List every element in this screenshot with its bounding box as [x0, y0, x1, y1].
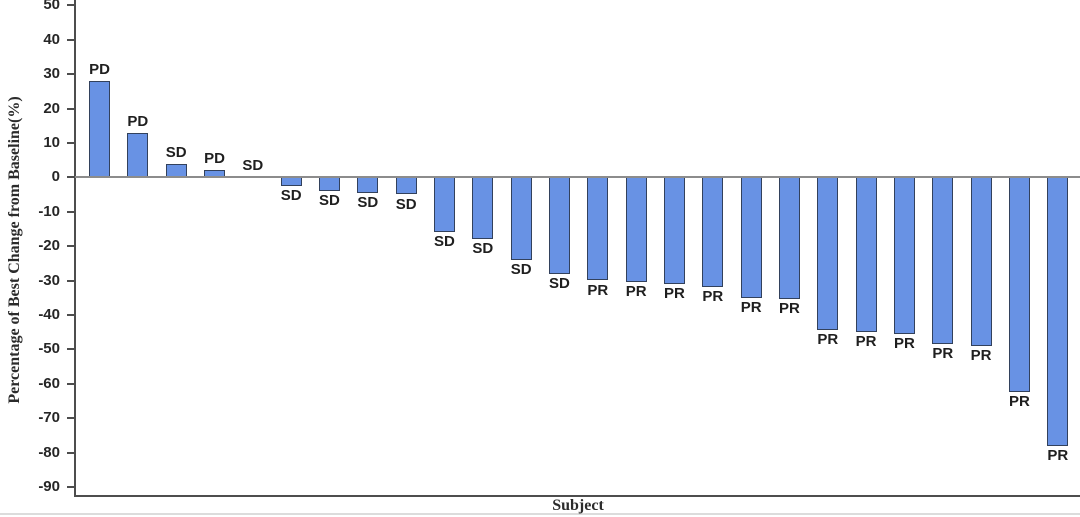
bar — [89, 80, 110, 179]
bar — [702, 176, 724, 288]
bar — [127, 132, 149, 179]
y-tick-label: 20 — [43, 99, 60, 117]
x-axis-line — [74, 495, 1080, 497]
y-tick-mark — [67, 485, 74, 488]
bar-label: PR — [702, 288, 724, 306]
y-tick-mark — [67, 451, 74, 454]
bar-label: PR — [894, 334, 915, 352]
bar-label: SD — [472, 240, 494, 258]
bar — [663, 176, 685, 284]
bar-label: SD — [242, 157, 264, 175]
y-tick-label: -80 — [38, 443, 60, 461]
y-tick-mark — [67, 417, 74, 420]
y-axis-line — [74, 0, 76, 497]
bar-label: PD — [204, 150, 225, 168]
y-tick-mark — [67, 245, 74, 248]
y-tick-label: -20 — [38, 237, 60, 255]
bar-label: PR — [740, 298, 762, 316]
bar-label: PR — [817, 331, 839, 349]
zero-line — [75, 176, 1080, 179]
y-tick-mark — [67, 210, 74, 213]
bar-label: PR — [625, 283, 647, 301]
x-axis-title: Subject — [552, 497, 604, 514]
y-tick-label: -40 — [38, 305, 60, 323]
bar — [817, 176, 839, 331]
bar — [548, 176, 570, 274]
bar-label: PR — [1008, 393, 1030, 411]
bar-label: SD — [319, 192, 340, 210]
bar — [625, 176, 647, 283]
bar-label: PR — [970, 346, 992, 364]
bar — [395, 176, 417, 195]
bar-label: SD — [395, 195, 417, 213]
y-tick-label: -10 — [38, 202, 60, 220]
bar-label: PD — [127, 112, 149, 130]
bar — [932, 176, 954, 345]
y-tick-mark — [67, 141, 74, 144]
bar — [778, 176, 800, 300]
y-tick-mark — [67, 279, 74, 282]
bar-label: PR — [587, 281, 609, 299]
bar — [433, 176, 455, 233]
y-tick-mark — [67, 4, 74, 7]
bar — [357, 176, 379, 193]
y-tick-mark — [67, 348, 74, 351]
bar — [587, 176, 609, 281]
y-tick-label: -30 — [38, 271, 60, 289]
bar-label: PR — [664, 284, 685, 302]
y-tick-mark — [67, 38, 74, 41]
y-tick-label: -90 — [38, 477, 60, 495]
bar — [893, 176, 915, 334]
y-tick-mark — [67, 382, 74, 385]
y-tick-label: 50 — [43, 0, 60, 14]
bar-label: PR — [932, 345, 954, 363]
bar — [855, 176, 877, 333]
y-tick-label: 40 — [43, 30, 60, 48]
y-tick-mark — [67, 73, 74, 76]
bar-label: SD — [280, 186, 302, 204]
bar-label: SD — [549, 274, 570, 292]
bar-label: PR — [855, 333, 877, 351]
bar-label: PR — [779, 300, 800, 318]
bar — [472, 176, 494, 240]
bar — [1047, 176, 1069, 446]
bar — [510, 176, 532, 260]
bar — [1008, 176, 1030, 393]
bar — [970, 176, 992, 346]
bar-label: PD — [89, 60, 110, 78]
bar-label: SD — [357, 193, 379, 211]
bar-label: SD — [434, 233, 455, 251]
bar — [740, 176, 762, 298]
y-tick-mark — [67, 107, 74, 110]
y-tick-mark — [67, 313, 74, 316]
y-tick-mark — [67, 176, 74, 179]
bar-label: SD — [510, 260, 532, 278]
y-tick-label: 30 — [43, 65, 60, 83]
bottom-edge-line — [0, 513, 1080, 515]
y-tick-label: -70 — [38, 409, 60, 427]
y-tick-label: 10 — [43, 133, 60, 151]
bar-label: SD — [165, 143, 187, 161]
y-tick-label: 0 — [51, 168, 60, 186]
bar — [318, 176, 340, 192]
bar-label: PR — [1047, 446, 1069, 464]
y-tick-label: -60 — [38, 374, 60, 392]
y-tick-label: -50 — [38, 340, 60, 358]
